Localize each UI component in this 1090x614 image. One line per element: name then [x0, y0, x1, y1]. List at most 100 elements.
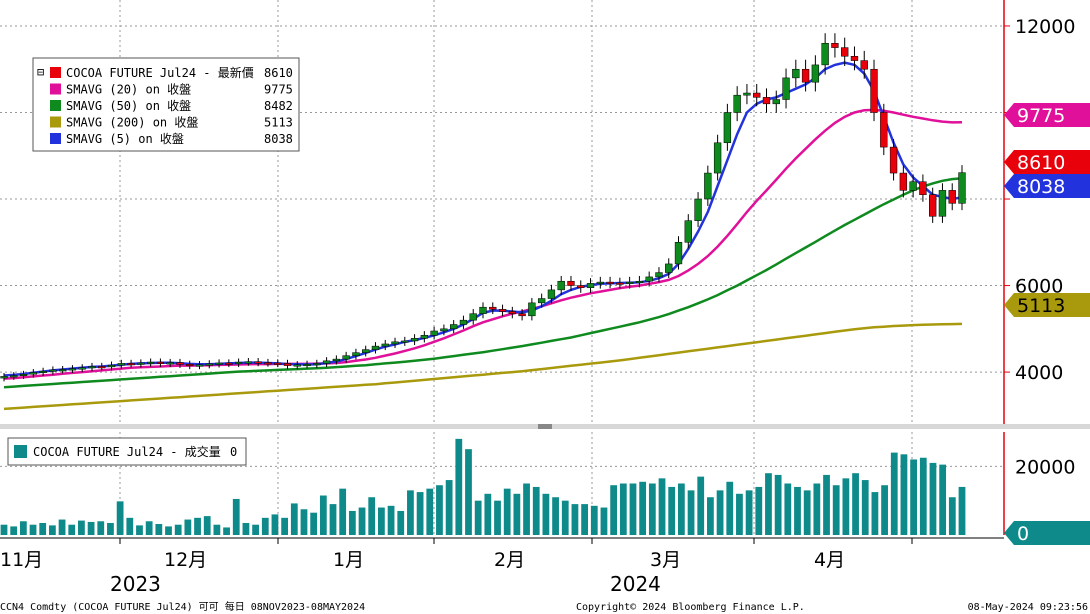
volume-bar [445, 480, 453, 535]
candle-body [811, 64, 820, 83]
badge-8038: 8038 [1004, 174, 1090, 198]
candle-body [68, 368, 77, 371]
candle-body [557, 280, 565, 291]
candle-body [655, 272, 663, 278]
candle-body [801, 68, 810, 83]
volume-bar [958, 486, 966, 535]
candle-body [909, 181, 917, 191]
badge-8038-label: 8038 [1017, 176, 1065, 198]
volume-bar [900, 454, 908, 535]
candle-body [821, 43, 829, 66]
candle-body [489, 306, 497, 310]
volume-bar [648, 483, 656, 535]
volume-bar [600, 507, 608, 535]
candle-body [586, 283, 595, 288]
candle-body [498, 309, 507, 312]
candle-body [782, 77, 790, 100]
badge-9775-label: 9775 [1017, 105, 1065, 127]
candle-body [401, 340, 409, 343]
candle-body [567, 280, 575, 286]
candle-body [850, 55, 859, 61]
legend-series-value: 8610 [264, 66, 293, 80]
candle-body [469, 313, 477, 321]
candle-body [440, 328, 448, 332]
volume-bar [116, 501, 124, 535]
volume-bar [242, 522, 250, 535]
volume-bar [329, 504, 337, 535]
candle-body [753, 92, 761, 98]
candle-body [107, 364, 116, 368]
volume-bar [581, 504, 588, 535]
volume-bar [707, 497, 714, 535]
candle-body [694, 198, 702, 221]
candle-body [371, 345, 380, 350]
candle-body [645, 276, 653, 282]
volume-bar [358, 507, 366, 535]
candle-body [792, 68, 800, 79]
legend-series-name: SMAVG (5) on 收盤 [66, 132, 184, 146]
candle-body [713, 142, 722, 174]
candle-body [450, 324, 458, 330]
volume-bar [484, 493, 492, 535]
volume-bar [271, 514, 279, 535]
candle-body [665, 263, 673, 273]
candle-body [225, 362, 233, 365]
sma50-line [3, 176, 963, 389]
legend-series-name: SMAVG (200) on 收盤 [66, 116, 198, 130]
month-label: 11月 [0, 549, 43, 571]
candle-body [391, 341, 399, 345]
candle-body [58, 369, 67, 372]
candle-body [743, 92, 751, 96]
volume-bar [252, 524, 259, 535]
volume-tick-label: 20000 [1015, 456, 1075, 478]
volume-bar [639, 481, 647, 535]
footer: CCN4 Comdty (COCOA FUTURE Jul24) 可可 每日 0… [0, 600, 1088, 613]
volume-badge: 0 [1004, 521, 1090, 545]
candle-body [733, 94, 741, 113]
volume-bar [823, 474, 830, 535]
candle-body [625, 281, 634, 284]
candle-body [723, 112, 732, 144]
candle-body [889, 146, 898, 174]
legend-frame [32, 57, 300, 152]
volume-bar [494, 500, 501, 535]
badge-9775: 9775 [1004, 103, 1090, 127]
volume-bar [378, 507, 385, 535]
volume-bar [407, 490, 414, 535]
volume-bars [0, 438, 966, 535]
legend-series-value: 9775 [264, 83, 293, 97]
volume-bar [87, 521, 95, 535]
volume-bar [310, 512, 318, 535]
year-label: 2023 [110, 572, 161, 596]
month-label: 2月 [494, 549, 525, 571]
volume-badge-label: 0 [1017, 523, 1029, 545]
candle-body [29, 372, 37, 375]
month-label: 1月 [333, 549, 364, 571]
volume-bar [281, 517, 289, 535]
candle-body [127, 363, 135, 366]
volume-legend-name: COCOA FUTURE Jul24 - 成交量 [33, 444, 221, 459]
volume-bar [194, 517, 201, 535]
candle-body [841, 47, 849, 57]
volume-bar [794, 486, 801, 535]
candle-body [352, 352, 360, 356]
legend-series-value: 5113 [264, 116, 293, 130]
legend-swatch [50, 133, 61, 144]
volume-bar [290, 503, 298, 535]
volume-bar [465, 449, 472, 535]
volume-bar [213, 524, 221, 535]
candle-body [606, 281, 614, 284]
volume-bar [10, 526, 18, 535]
month-label: 3月 [650, 549, 681, 571]
candle-body [430, 330, 438, 336]
price-grid [0, 0, 1003, 424]
volume-bar [58, 519, 66, 535]
candle-body [899, 172, 908, 191]
candle-body [772, 99, 780, 105]
badge-8610-label: 8610 [1017, 152, 1065, 174]
footer-source: CCN4 Comdty (COCOA FUTURE Jul24) 可可 每日 0… [0, 600, 365, 613]
volume-bar [107, 522, 114, 535]
volume-legend-swatch [14, 445, 27, 458]
volume-bar [842, 478, 850, 535]
candle-body [166, 362, 174, 365]
